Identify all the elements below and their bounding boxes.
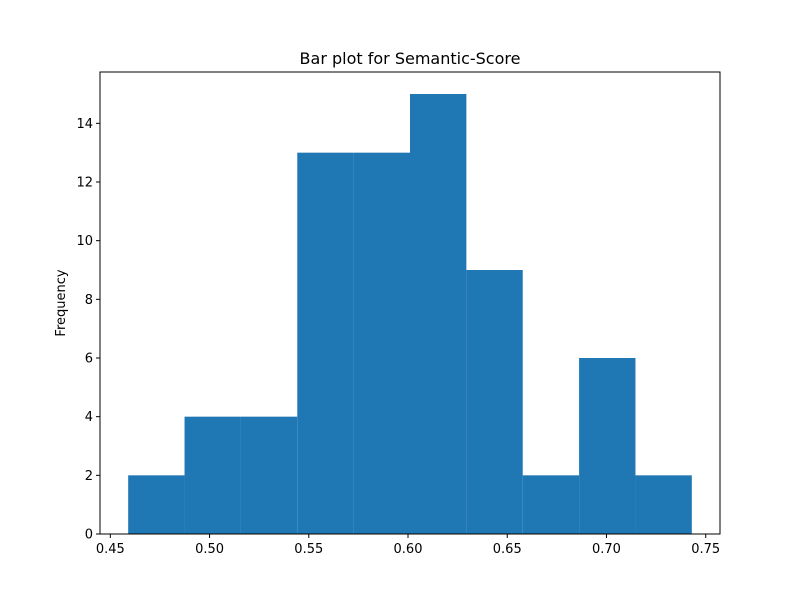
x-tick-label: 0.75: [691, 542, 720, 557]
histogram-bar: [353, 152, 410, 534]
histogram-bar: [128, 475, 185, 534]
histogram-bar: [240, 416, 298, 534]
x-tick-label: 0.55: [294, 542, 323, 557]
x-axis: 0.45 0.50 0.55 0.60 0.65 0.70 0.75: [96, 534, 720, 557]
histogram-bar: [466, 270, 523, 534]
y-tick-label: 12: [76, 176, 93, 191]
x-tick-label: 0.50: [195, 542, 224, 557]
x-tick-label: 0.45: [96, 542, 125, 557]
histogram-bar: [579, 358, 636, 534]
y-tick-label: 14: [76, 117, 93, 132]
histogram-bar: [297, 152, 354, 534]
y-axis: 0 2 4 6 8 10 12 14: [76, 117, 100, 543]
y-tick-label: 10: [76, 234, 93, 249]
histogram-bar: [635, 475, 692, 534]
histogram-bar: [522, 475, 580, 534]
x-tick-label: 0.65: [493, 542, 522, 557]
y-tick-label: 2: [85, 469, 93, 484]
y-tick-label: 8: [85, 293, 93, 308]
y-tick-label: 6: [85, 352, 93, 367]
x-tick-label: 0.70: [592, 542, 621, 557]
histogram-bar: [410, 94, 467, 534]
y-tick-label: 0: [85, 528, 93, 543]
bars-group: [128, 94, 692, 534]
x-tick-label: 0.60: [394, 542, 423, 557]
y-tick-label: 4: [85, 410, 93, 425]
plot-frame: [99, 71, 721, 535]
histogram-bar: [184, 416, 241, 534]
chart-title: Bar plot for Semantic-Score: [300, 49, 521, 68]
y-axis-label: Frequency: [54, 269, 69, 336]
